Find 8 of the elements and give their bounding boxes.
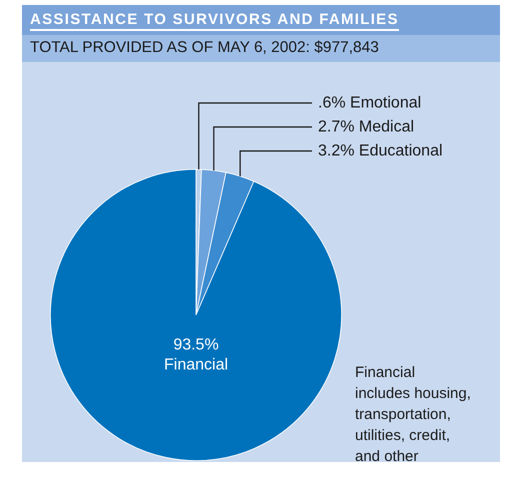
chart-title: ASSISTANCE TO SURVIVORS AND FAMILIES <box>30 11 399 31</box>
chart-subtitle: TOTAL PROVIDED AS OF MAY 6, 2002: $977,843 <box>30 39 379 57</box>
text: Financial includes housing, transportation, utilities, credit, and other <box>355 363 472 467</box>
slice-label: .6% Emotional <box>318 94 422 112</box>
data-label: 93.5% <box>173 336 219 354</box>
slice-label: 3.2% Educational <box>318 142 443 160</box>
slice-label: Financial <box>164 356 228 374</box>
slice-label: 2.7% Medical <box>318 118 414 136</box>
